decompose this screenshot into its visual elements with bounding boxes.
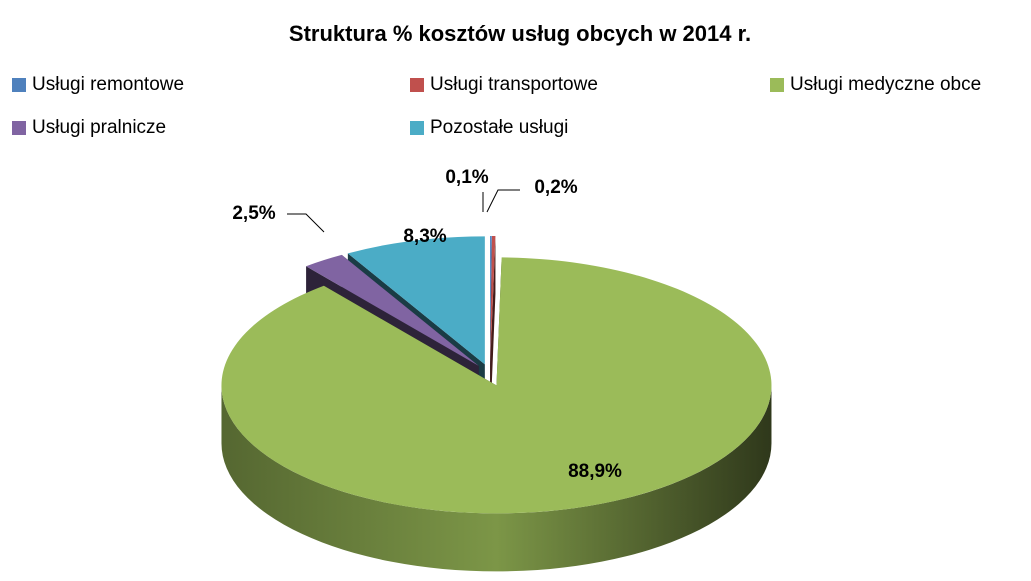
legend-swatch xyxy=(770,78,784,92)
data-label: 0,2% xyxy=(534,177,577,198)
legend-swatch xyxy=(410,78,424,92)
legend-label: Usługi pralnicze xyxy=(32,117,166,138)
legend-swatch xyxy=(410,121,424,135)
data-label: 8,3% xyxy=(403,226,446,247)
legend-swatch xyxy=(12,78,26,92)
legend-label: Pozostałe usługi xyxy=(430,117,568,138)
pie-slice xyxy=(490,236,496,365)
data-label: 0,1% xyxy=(445,167,488,188)
leader-line xyxy=(486,189,520,213)
slice-wall xyxy=(490,236,496,423)
legend-label: Usługi transportowe xyxy=(430,74,598,95)
pie-slice xyxy=(490,236,492,365)
data-label: 88,9% xyxy=(568,461,622,482)
legend-swatch xyxy=(12,121,26,135)
data-label: 2,5% xyxy=(232,203,275,224)
chart-title: Struktura % kosztów usług obcych w 2014 … xyxy=(289,21,751,46)
legend-label: Usługi medyczne obce xyxy=(790,74,981,95)
pie-slice xyxy=(347,236,485,365)
slice-side xyxy=(221,385,772,572)
leader-line xyxy=(287,213,325,233)
legend-label: Usługi remontowe xyxy=(32,74,184,95)
pie-slice xyxy=(221,257,772,514)
pie-slice xyxy=(306,254,479,366)
